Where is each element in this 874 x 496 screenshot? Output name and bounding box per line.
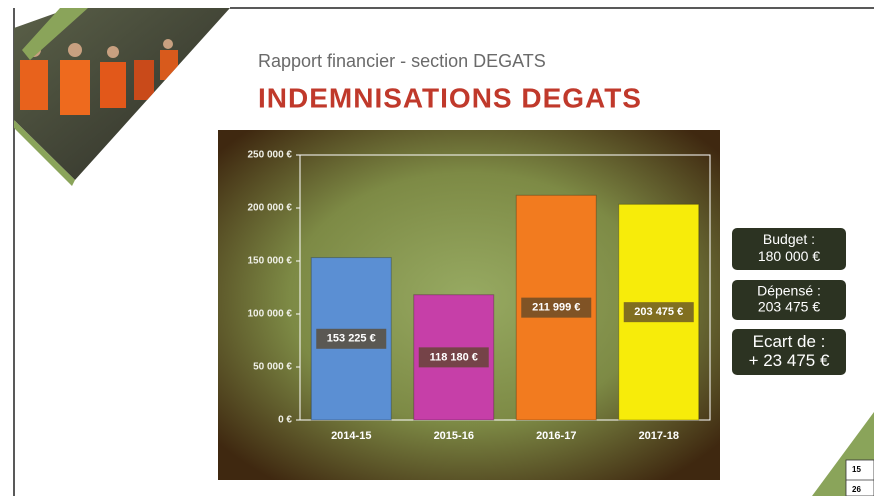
annotation-text: 203 475 €	[758, 299, 820, 315]
annotation-text: Budget :	[763, 231, 815, 247]
annotation-box	[732, 329, 846, 375]
value-label: 211 999 €	[532, 302, 580, 314]
corner-table-cell: 26	[852, 485, 861, 494]
value-label-box	[316, 328, 387, 349]
value-label-box	[418, 347, 489, 368]
value-label-box	[521, 297, 592, 318]
y-tick-label: 200 000 €	[248, 203, 293, 214]
annotation-box	[732, 228, 846, 270]
value-label: 153 225 €	[327, 333, 376, 345]
subtitle: Rapport financier - section DEGATS	[258, 51, 546, 71]
x-tick-label: 2017-18	[639, 430, 679, 442]
annotation-text: Dépensé :	[757, 283, 821, 299]
decor-stripe	[14, 120, 75, 186]
annotation-text: + 23 475 €	[749, 351, 830, 370]
y-tick-label: 150 000 €	[248, 256, 293, 267]
annotation-box	[732, 280, 846, 320]
y-tick-label: 0 €	[278, 415, 292, 426]
decor-stripe	[22, 8, 88, 60]
value-label-box	[623, 302, 694, 323]
annotation-text: 180 000 €	[758, 248, 820, 264]
x-tick-label: 2015-16	[434, 430, 474, 442]
corner-table-cell: 15	[852, 465, 861, 474]
x-tick-label: 2016-17	[536, 430, 576, 442]
x-tick-label: 2014-15	[331, 430, 371, 442]
title: INDEMNISATIONS DEGATS	[258, 82, 642, 113]
y-tick-label: 100 000 €	[248, 309, 293, 320]
value-label: 203 475 €	[634, 306, 683, 318]
plot-frame	[299, 154, 711, 421]
annotation-text: Ecart de :	[753, 332, 826, 351]
value-label: 118 180 €	[430, 351, 478, 363]
y-tick-label: 50 000 €	[253, 362, 292, 373]
corner-table	[845, 459, 874, 496]
y-tick-label: 250 000 €	[248, 150, 293, 161]
